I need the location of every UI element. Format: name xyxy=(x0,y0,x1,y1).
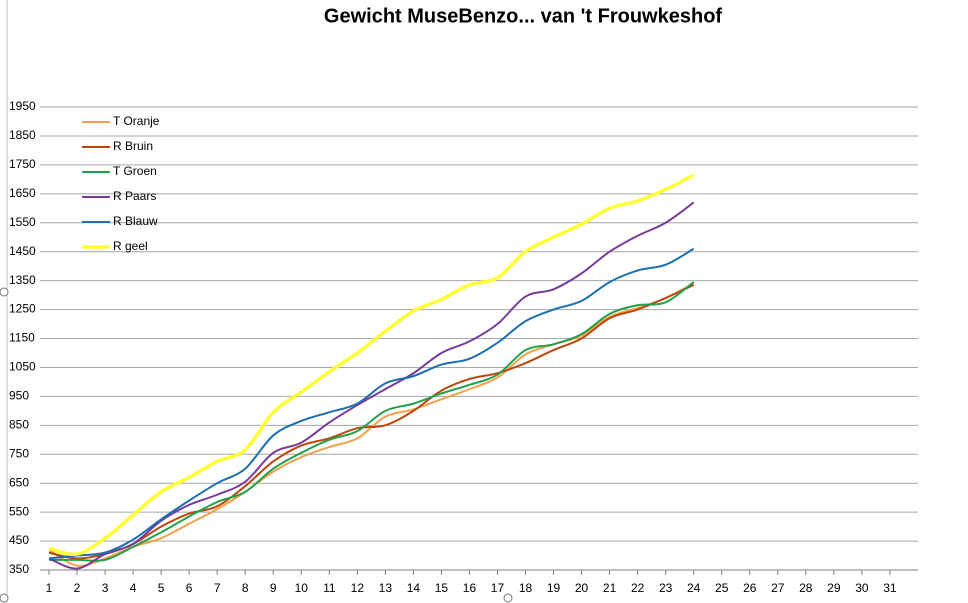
y-tick-label: 750 xyxy=(9,446,29,460)
y-tick-label: 1850 xyxy=(9,128,36,142)
x-tick-label: 31 xyxy=(883,581,897,595)
x-tick-label: 6 xyxy=(186,581,193,595)
series-line xyxy=(48,247,695,560)
legend-label: T Groen xyxy=(113,164,157,178)
x-tick-label: 21 xyxy=(603,581,617,595)
x-tick-label: 24 xyxy=(687,581,701,595)
x-tick-label: 1 xyxy=(46,581,53,595)
resize-handle[interactable] xyxy=(0,593,9,603)
x-tick-label: 25 xyxy=(715,581,729,595)
x-tick-label: 12 xyxy=(351,581,365,595)
y-tick-label: 650 xyxy=(9,475,29,489)
y-tick-label: 850 xyxy=(9,417,29,431)
y-tick-label: 950 xyxy=(9,389,29,403)
legend-label: R Paars xyxy=(113,189,156,203)
x-tick-label: 17 xyxy=(491,581,505,595)
legend-label: R Blauw xyxy=(113,214,158,228)
x-tick-label: 15 xyxy=(435,581,449,595)
x-tick-label: 3 xyxy=(102,581,109,595)
x-tick-label: 19 xyxy=(547,581,561,595)
y-tick-label: 1050 xyxy=(9,360,36,374)
x-tick-label: 23 xyxy=(659,581,673,595)
resize-handle[interactable] xyxy=(503,593,513,603)
y-tick-label: 1550 xyxy=(9,215,36,229)
series-line xyxy=(48,201,695,570)
y-tick-label: 1450 xyxy=(9,244,36,258)
legend-label: R geel xyxy=(113,239,148,253)
y-tick-label: 1150 xyxy=(9,331,35,345)
x-tick-label: 8 xyxy=(242,581,249,595)
x-tick-label: 7 xyxy=(214,581,221,595)
x-tick-label: 9 xyxy=(270,581,277,595)
chart-title: Gewicht MuseBenzo... van 't Frouwkeshof xyxy=(324,5,722,27)
y-tick-label: 1350 xyxy=(9,273,36,287)
x-tick-label: 5 xyxy=(158,581,165,595)
x-tick-label: 29 xyxy=(827,581,841,595)
y-tick-label: 450 xyxy=(9,533,29,547)
x-tick-label: 4 xyxy=(130,581,137,595)
legend-label: R Bruin xyxy=(113,139,153,153)
y-tick-label: 1650 xyxy=(9,186,36,200)
y-tick-label: 1950 xyxy=(9,99,36,113)
x-tick-label: 14 xyxy=(407,581,421,595)
x-tick-label: 22 xyxy=(631,581,645,595)
x-tick-label: 10 xyxy=(295,581,309,595)
series-line xyxy=(48,281,695,562)
x-tick-label: 30 xyxy=(855,581,869,595)
y-tick-label: 350 xyxy=(9,562,29,576)
x-tick-label: 27 xyxy=(771,581,785,595)
x-tick-label: 2 xyxy=(74,581,81,595)
legend-label: T Oranje xyxy=(113,114,160,128)
x-tick-label: 13 xyxy=(379,581,393,595)
y-tick-label: 1250 xyxy=(9,302,36,316)
y-tick-label: 1750 xyxy=(9,157,36,171)
resize-handle[interactable] xyxy=(0,287,9,297)
x-tick-label: 11 xyxy=(323,581,336,595)
x-tick-label: 16 xyxy=(463,581,477,595)
x-tick-label: 26 xyxy=(743,581,757,595)
x-tick-label: 20 xyxy=(575,581,589,595)
x-tick-label: 28 xyxy=(799,581,813,595)
series-line xyxy=(48,173,695,557)
x-tick-label: 18 xyxy=(519,581,533,595)
y-tick-label: 550 xyxy=(9,504,29,518)
series-line xyxy=(48,284,695,560)
